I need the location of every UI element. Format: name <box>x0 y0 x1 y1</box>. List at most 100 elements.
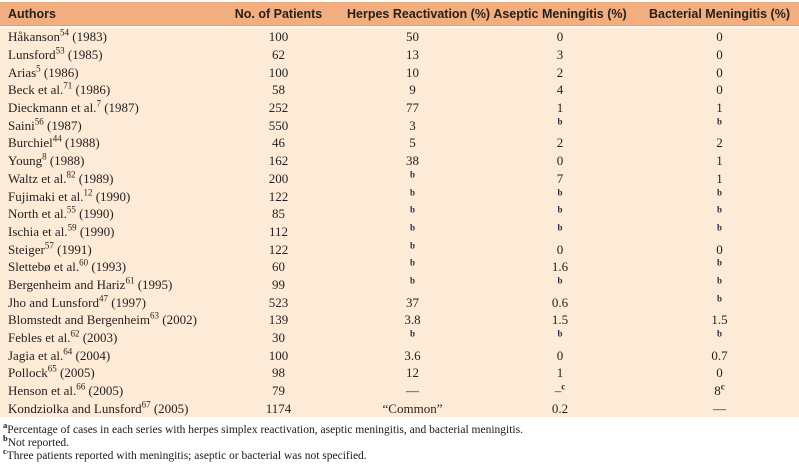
footnote-ref: b <box>716 293 722 304</box>
bacterial-meningitis-cell: b <box>640 205 799 223</box>
footnote-ref: b <box>409 257 415 268</box>
table-row: Fujimaki et al.12 (1990) 122 b b b <box>0 187 799 205</box>
citation-ref: 67 <box>141 399 151 410</box>
patients-cell: 550 <box>268 117 289 133</box>
citation-ref: 44 <box>52 134 62 145</box>
herpes-reactivation-cell: b <box>345 276 480 294</box>
patients-cell: 58 <box>272 82 285 98</box>
footnote-ref: b <box>557 187 563 198</box>
author-cell: Dieckmann et al.7 (1987) <box>8 98 139 116</box>
footnote-ref: b <box>716 204 722 215</box>
author-cell: Håkanson54 (1983) <box>8 28 107 45</box>
table-row: Jagia et al.64 (2004) 100 3.6 0 0.7 <box>0 346 799 364</box>
bacterial-meningitis-cell: 1 <box>716 170 723 186</box>
author-cell: Jho and Lunsford47 (1997) <box>8 293 146 310</box>
aseptic-meningitis-cell: b <box>480 276 640 294</box>
bacterial-meningitis-cell: 0 <box>716 47 723 63</box>
footnote-b: bNot reported. <box>3 434 799 450</box>
patients-cell: 122 <box>268 188 289 204</box>
patients-cell: 100 <box>268 64 289 80</box>
table-row: Henson et al.66 (2005) 79 — –c 8c <box>0 382 799 400</box>
author-cell: Burchiel44 (1988) <box>8 134 100 151</box>
author-cell: Steiger57 (1991) <box>8 240 92 257</box>
citation-ref: 54 <box>60 28 69 39</box>
footnote-c: cThree patients reported with meningitis… <box>3 447 799 463</box>
header-row: Authors No. of Patients Herpes Reactivat… <box>0 2 799 28</box>
bacterial-meningitis-cell: 1.5 <box>711 312 728 328</box>
patients-cell: 112 <box>268 223 289 239</box>
table-row: Burchiel44 (1988) 46 5 2 2 <box>0 134 799 152</box>
patients-cell: 79 <box>272 383 285 399</box>
herpes-reactivation-cell: 12 <box>406 365 419 381</box>
table-row: Waltz et al.82 (1989) 200 b 7 1 <box>0 170 799 188</box>
patients-cell: 1174 <box>265 400 292 416</box>
footnote-ref: c <box>720 381 725 392</box>
bacterial-meningitis-cell: b <box>640 223 799 241</box>
column-header-patients: No. of Patients <box>212 2 345 28</box>
patients-cell: 122 <box>268 241 289 257</box>
author-cell: Henson et al.66 (2005) <box>8 381 124 399</box>
herpes-reactivation-cell: 37 <box>406 294 419 310</box>
citation-ref: 57 <box>44 240 54 251</box>
aseptic-meningitis-cell: 0 <box>556 29 564 45</box>
footnote-text: Three patients reported with meningitis;… <box>6 450 367 463</box>
table-row: Slettebø et al.60 (1993) 60 b 1.6 b <box>0 258 799 276</box>
table-row: Young8 (1988) 162 38 0 1 <box>0 152 799 170</box>
footnote-ref: b <box>716 257 722 268</box>
citation-ref: 63 <box>150 311 160 322</box>
patients-cell: 252 <box>268 100 289 116</box>
aseptic-meningitis-cell: –c <box>554 381 566 399</box>
column-header-herpes-reactivation: Herpes Reactivation (%) <box>345 2 490 28</box>
patients-cell: 98 <box>272 365 285 381</box>
citation-ref: 60 <box>79 257 89 268</box>
author-cell: Jagia et al.64 (2004) <box>8 346 111 363</box>
bacterial-meningitis-cell: b <box>640 293 799 311</box>
citation-ref: 65 <box>47 364 57 375</box>
citation-ref: 53 <box>55 45 65 56</box>
patients-cell: 100 <box>268 29 289 45</box>
footnote-ref: c <box>561 381 566 392</box>
herpes-reactivation-cell: 38 <box>406 153 419 169</box>
aseptic-meningitis-cell: 2 <box>556 64 564 80</box>
table-row: Steiger57 (1991) 122 b 0 0 <box>0 240 799 258</box>
aseptic-meningitis-cell: 0 <box>556 153 564 169</box>
bacterial-meningitis-cell: 1 <box>716 153 723 169</box>
herpes-reactivation-cell: 13 <box>406 47 419 63</box>
bacterial-meningitis-cell: 1 <box>716 100 723 116</box>
footnote-ref: b <box>557 275 563 286</box>
patients-cell: 46 <box>272 135 285 151</box>
aseptic-meningitis-cell: 3 <box>556 47 564 63</box>
author-cell: Bergenheim and Hariz61 (1995) <box>8 275 173 292</box>
author-cell: Young8 (1988) <box>8 151 85 169</box>
bacterial-meningitis-cell: 0 <box>716 241 723 257</box>
table-row: Bergenheim and Hariz61 (1995) 99 b b b <box>0 276 799 294</box>
column-header-authors: Authors <box>0 2 212 28</box>
footnote-ref: b <box>557 328 563 339</box>
citation-ref: 66 <box>76 381 86 392</box>
herpes-reactivation-cell: — <box>406 383 419 399</box>
footnote-text: Not reported. <box>7 437 70 450</box>
patients-cell: 162 <box>268 153 289 169</box>
herpes-reactivation-cell: 3 <box>409 117 416 133</box>
citation-ref: 71 <box>63 81 73 92</box>
table-body: Håkanson54 (1983) 100 50 0 0 Lunsford53 (1985… <box>0 27 799 418</box>
author-cell: Pollock65 (2005) <box>8 364 95 381</box>
footnote-ref: b <box>716 187 722 198</box>
column-header-aseptic-meningitis: Aseptic Meningitis (%) <box>480 2 640 28</box>
bacterial-meningitis-cell: b <box>640 276 799 294</box>
table-row: Kondziolka and Lunsford67 (2005) 1174 “Com… <box>0 399 799 417</box>
herpes-reactivation-cell: 5 <box>409 135 416 151</box>
author-cell: Waltz et al.82 (1989) <box>8 169 114 186</box>
footnote-ref: b <box>409 328 415 339</box>
footnote-ref: b <box>716 328 722 339</box>
aseptic-meningitis-cell: 0.2 <box>551 400 569 416</box>
table-row: North et al.55 (1990) 85 b b b <box>0 205 799 223</box>
aseptic-meningitis-cell: 4 <box>556 82 564 98</box>
table-row: Jho and Lunsford47 (1997) 523 37 0.6 b <box>0 293 799 311</box>
column-header-bacterial-meningitis: Bacterial Meningitis (%) <box>640 2 799 28</box>
citation-ref: 7 <box>96 98 101 109</box>
citation-ref: 56 <box>34 116 44 127</box>
footnote-a: aPercentage of cases in each series with… <box>3 421 799 437</box>
author-cell: Blomstedt and Bergenheim63 (2002) <box>8 311 197 328</box>
